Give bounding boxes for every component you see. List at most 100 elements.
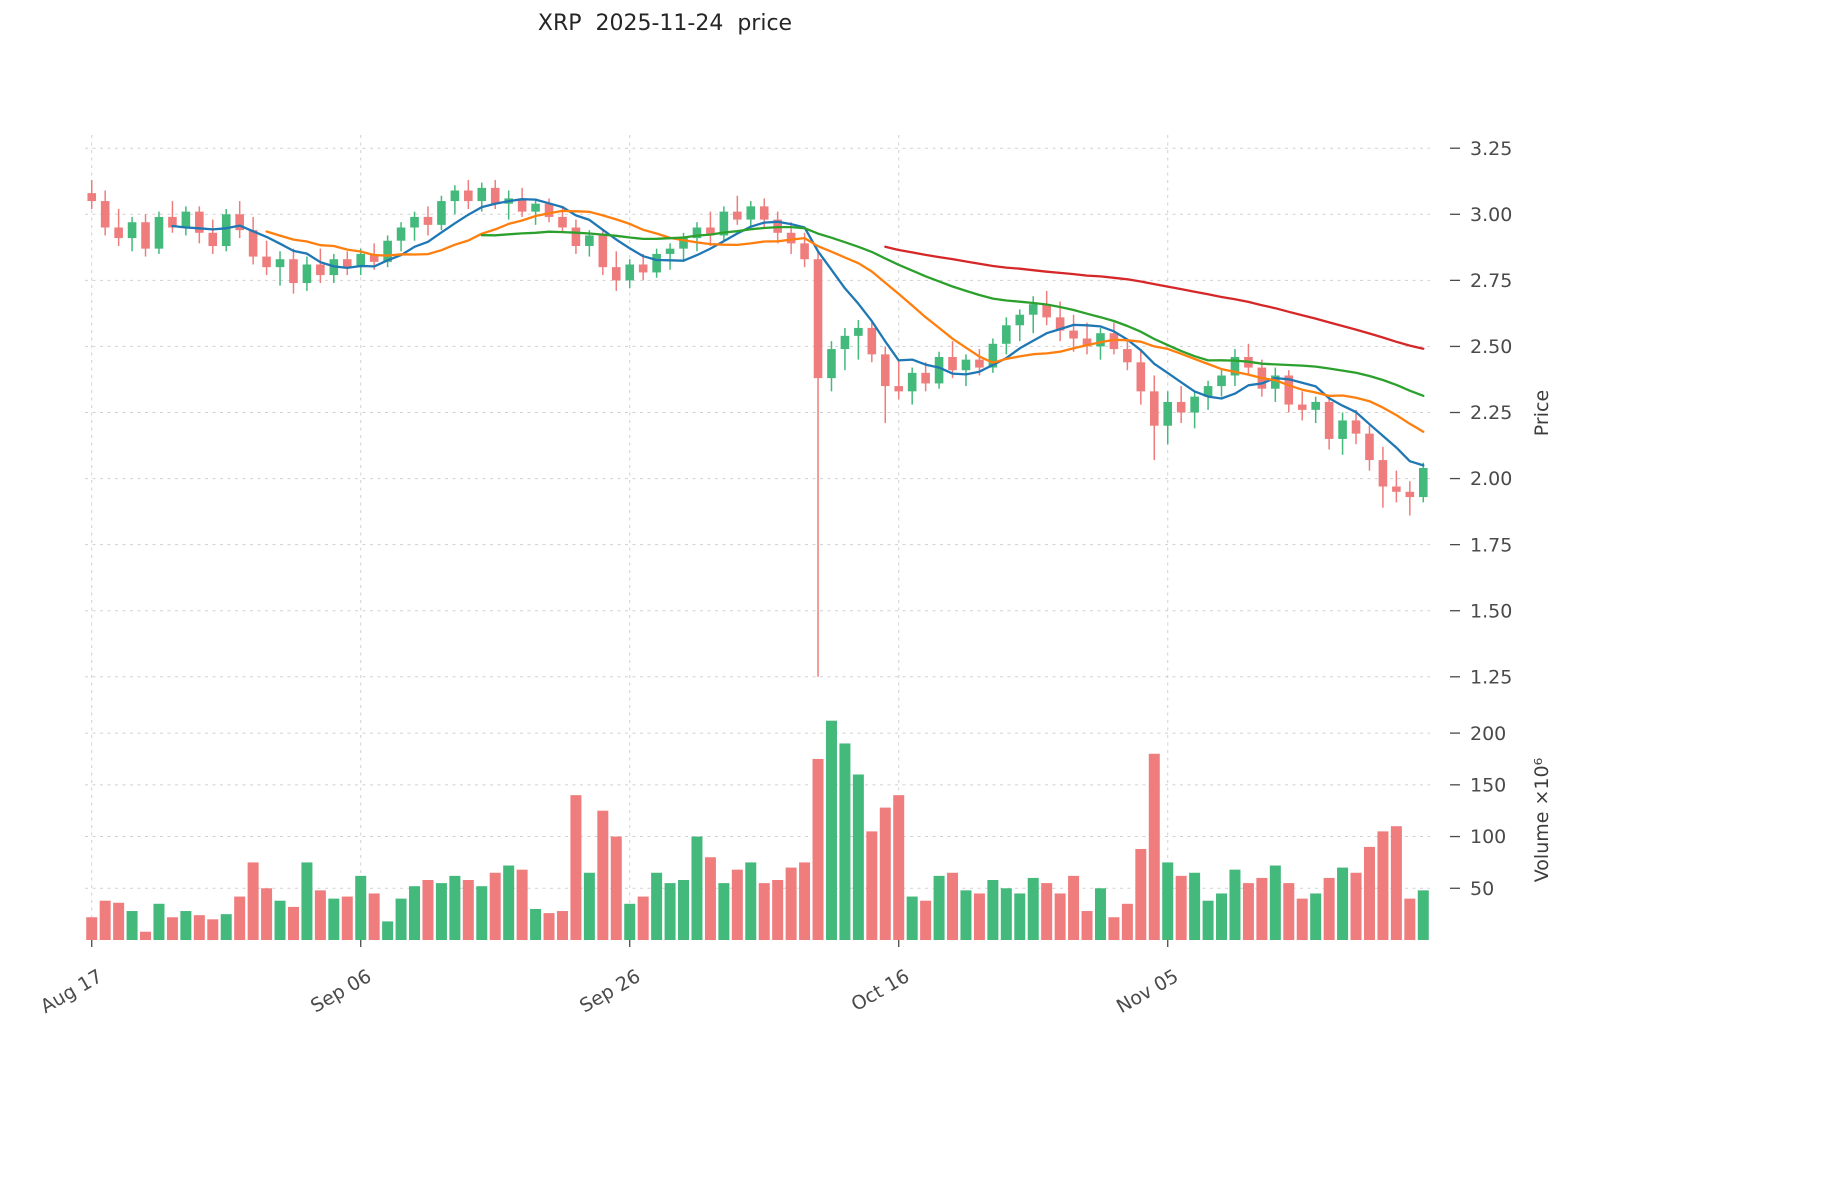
date-tick-label: Nov 05 (1113, 965, 1182, 1018)
candle-body (1284, 375, 1294, 405)
candle-body (988, 343, 998, 368)
candle-body (894, 386, 904, 392)
candle-body (1028, 304, 1038, 315)
volume-bar (1000, 888, 1012, 940)
plot-area: 1.25 1.50 1.75 2.00 2.25 2.50 2.75 3.00 3.25 50 10… (37, 135, 1512, 1018)
candle-body (1176, 401, 1186, 413)
candle-body (423, 216, 433, 225)
candle-body (262, 256, 271, 268)
candle-body (719, 211, 729, 236)
candle-body (87, 193, 97, 202)
volume-bar (718, 883, 730, 940)
volume-bar (556, 911, 568, 940)
candle-body (221, 214, 231, 246)
candle-body (477, 187, 487, 202)
volume-bar (193, 915, 205, 940)
candle-body (571, 227, 581, 246)
ma60-line (884, 245, 1425, 350)
volume-tick-label: 100 (1470, 826, 1506, 848)
candle-body (1042, 304, 1051, 318)
candle-body (1069, 330, 1078, 339)
volume-bar (503, 865, 515, 940)
price-tick-label: 2.25 (1470, 402, 1512, 424)
moving-average-layer (171, 198, 1425, 467)
price-tick-label: 3.25 (1470, 138, 1512, 160)
volume-bar (247, 862, 259, 940)
volume-bar (341, 896, 353, 940)
candle-body (289, 259, 298, 283)
volume-bar (933, 875, 945, 940)
candle-body (369, 253, 379, 262)
candle-body (827, 349, 836, 379)
volume-bar (261, 888, 273, 940)
volume-bar (435, 883, 447, 940)
candle-body (517, 198, 527, 212)
volume-bar (1337, 867, 1349, 940)
volume-bar (651, 872, 663, 940)
candle-body (437, 201, 446, 225)
candle-body (1217, 375, 1226, 387)
volume-bar (180, 911, 192, 940)
candle-body (975, 359, 984, 368)
volume-bar (449, 875, 461, 940)
candle-body (652, 253, 661, 273)
volume-bar (113, 902, 125, 940)
volume-layer (86, 720, 1429, 940)
candle-body (410, 216, 419, 228)
candle-body (611, 267, 621, 281)
volume-bar (745, 862, 757, 940)
volume-bar (1148, 753, 1160, 940)
candle-body (1230, 357, 1240, 376)
candle-body (1418, 468, 1428, 498)
date-tick-label: Sep 26 (576, 965, 644, 1017)
volume-bar (960, 890, 972, 940)
candle-body (585, 235, 594, 246)
volume-bar (812, 758, 824, 940)
candle-body (1365, 433, 1374, 461)
candle-body (1297, 404, 1307, 410)
volume-bar (678, 880, 690, 940)
candle-body (544, 203, 554, 217)
candle-body (342, 259, 352, 268)
volume-bar (610, 836, 622, 940)
chart-title: XRP 2025-11-24 price (538, 11, 792, 36)
candle-body (692, 227, 702, 239)
volume-bar (1216, 893, 1228, 940)
volume-bar (274, 900, 286, 940)
volume-bar (1296, 898, 1308, 940)
volume-bar (570, 795, 582, 940)
volume-bar (86, 917, 98, 940)
volume-bar (489, 872, 501, 940)
volume-bar (1068, 875, 1080, 940)
volume-bar (1229, 869, 1241, 940)
volume-bar (1390, 826, 1402, 940)
price-tick-label: 3.00 (1470, 204, 1512, 226)
volume-bar (1242, 883, 1254, 940)
candle-body (100, 201, 110, 228)
volume-bar (140, 931, 152, 940)
candle-body (759, 206, 769, 220)
volume-bar (920, 900, 932, 940)
candle-body (1405, 491, 1415, 498)
price-tick-label: 1.50 (1470, 600, 1512, 622)
date-tick-label: Aug 17 (37, 965, 106, 1018)
volume-bar (395, 898, 407, 940)
volume-bar (422, 880, 434, 940)
volume-bar (476, 886, 488, 940)
volume-bar (355, 875, 367, 940)
volume-bar (1094, 888, 1106, 940)
volume-bar (947, 872, 959, 940)
candle-body (450, 190, 460, 202)
volume-bar (1014, 893, 1026, 940)
volume-bar (852, 774, 864, 940)
candle-body (396, 227, 406, 241)
candle-body (813, 259, 823, 379)
volume-bar (301, 862, 313, 940)
volume-bar (624, 903, 636, 940)
volume-bar (1189, 872, 1201, 940)
volume-bar (1283, 883, 1295, 940)
candle-body (854, 327, 863, 336)
volume-bar (1162, 862, 1174, 940)
volume-bar (893, 795, 905, 940)
